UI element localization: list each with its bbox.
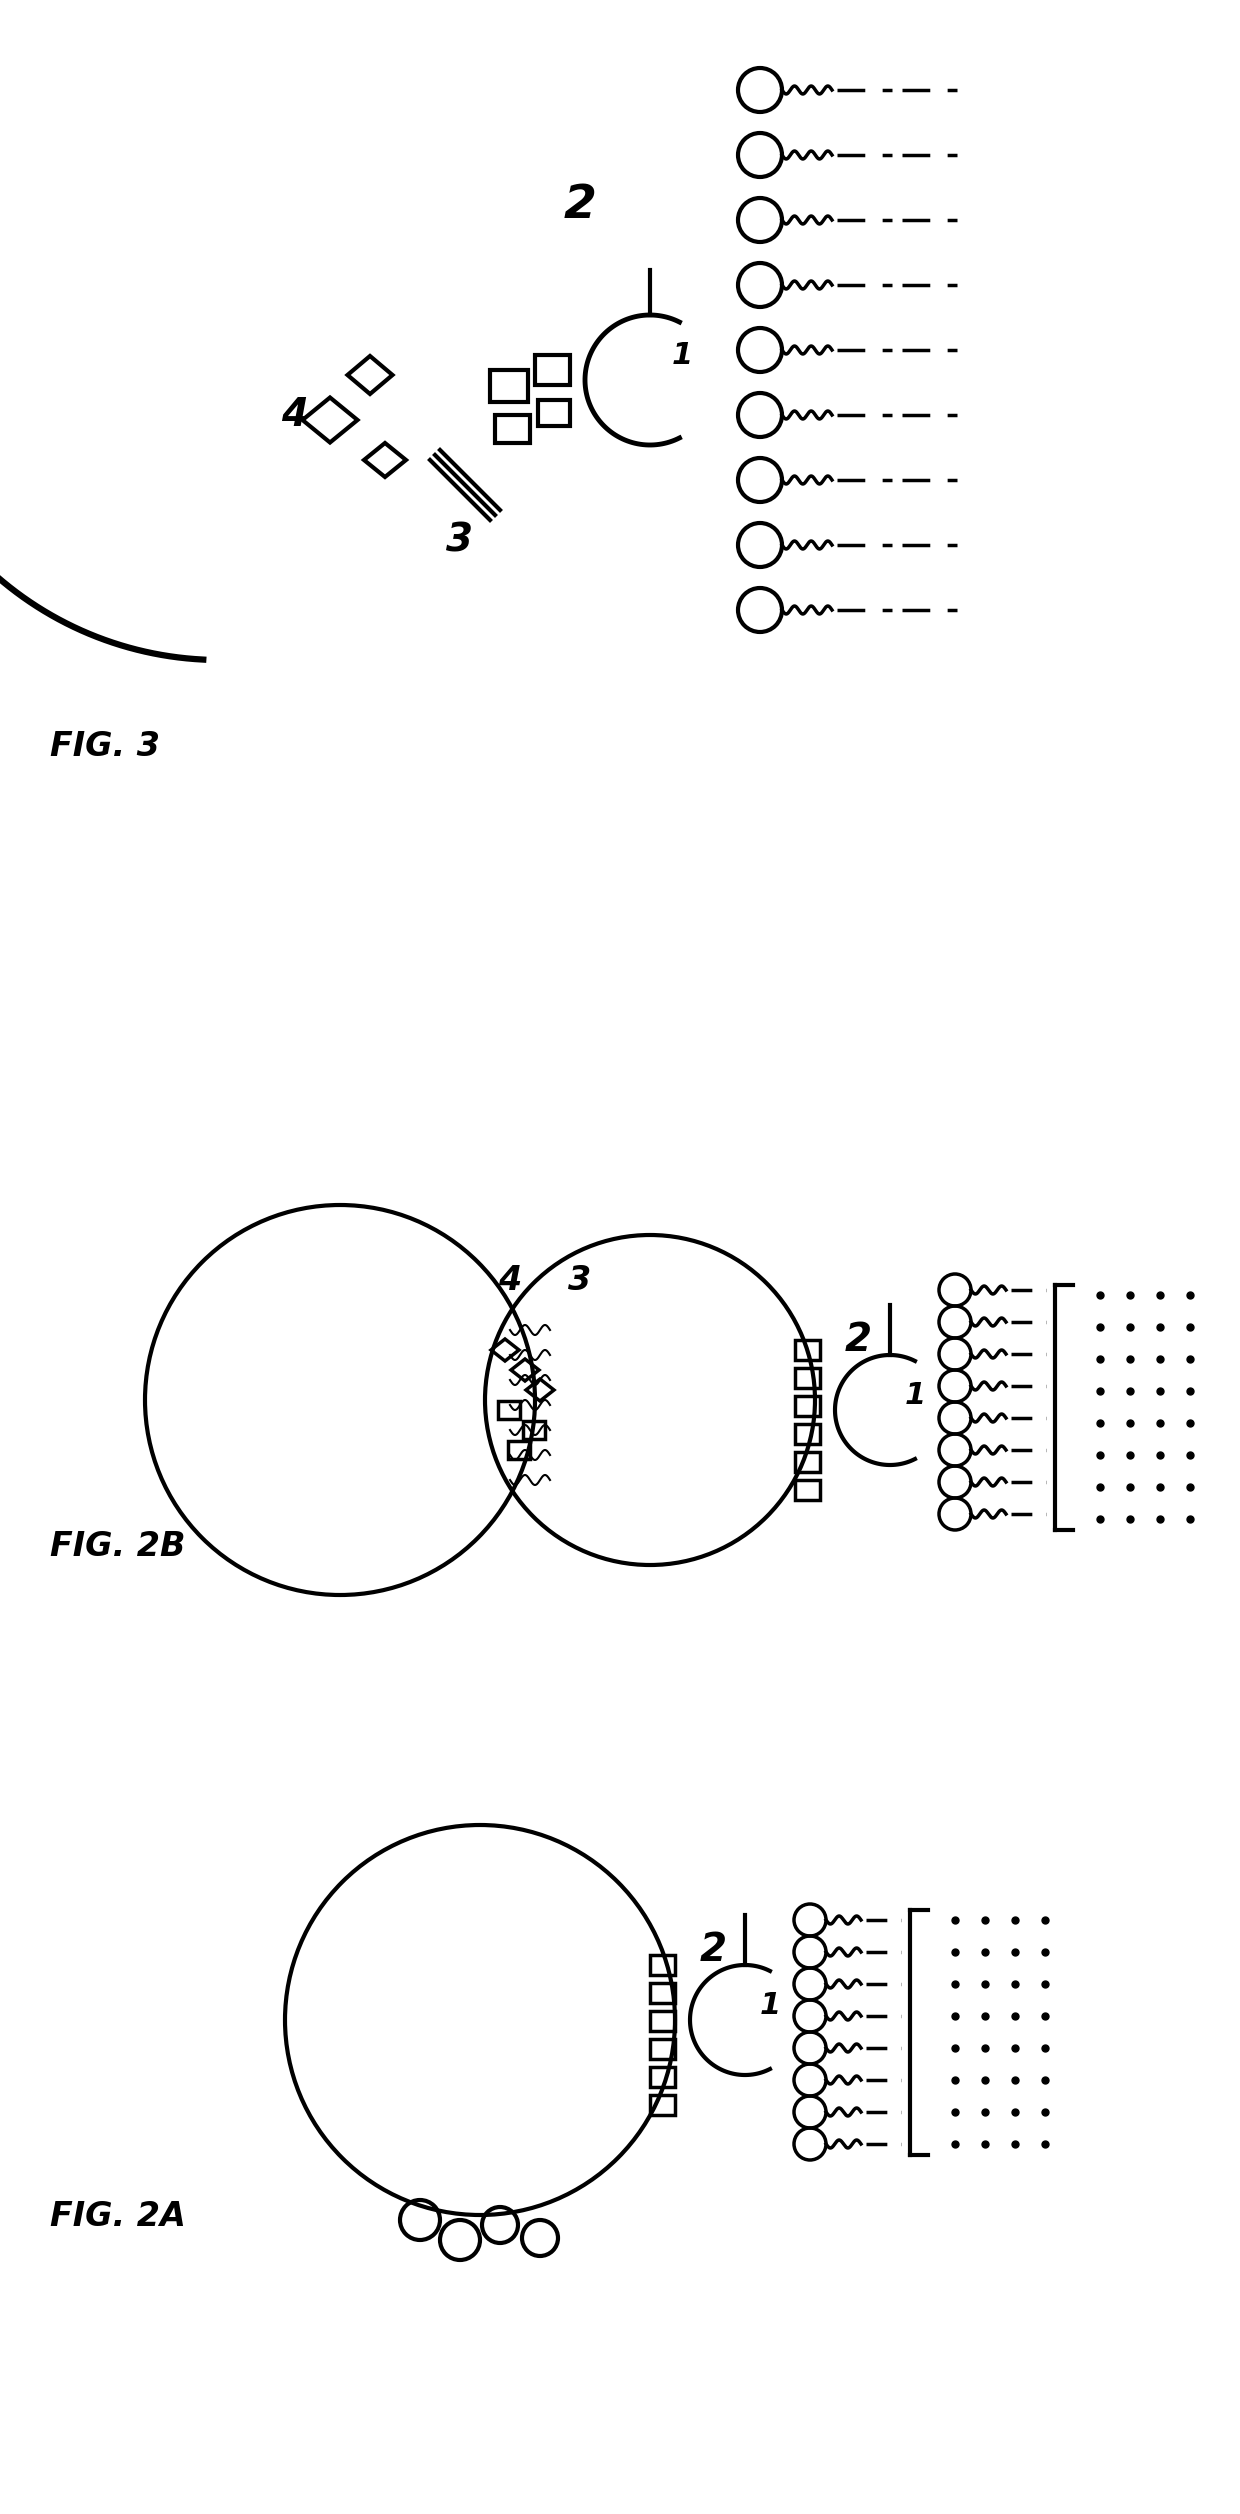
Text: 1: 1	[905, 1380, 926, 1410]
Text: FIG. 3: FIG. 3	[50, 729, 160, 764]
Bar	[490, 370, 528, 402]
Bar	[534, 354, 570, 385]
Text: 3: 3	[568, 1265, 591, 1297]
Bar	[508, 1441, 529, 1458]
Bar	[795, 1423, 820, 1443]
Text: FIG. 2A: FIG. 2A	[50, 2200, 186, 2232]
Bar	[795, 1340, 820, 1360]
Text: 2: 2	[563, 184, 596, 226]
Bar	[795, 1368, 820, 1388]
Bar	[650, 1956, 675, 1976]
Bar	[495, 415, 529, 442]
Bar	[650, 2011, 675, 2031]
Text: 4: 4	[281, 397, 309, 435]
Bar	[795, 1453, 820, 1473]
Text: 1: 1	[760, 1991, 781, 2019]
Text: 1: 1	[672, 339, 693, 370]
Bar	[498, 1400, 520, 1418]
Text: 2: 2	[701, 1931, 727, 1968]
Bar	[523, 1420, 546, 1438]
Bar	[538, 400, 570, 425]
Text: FIG. 2B: FIG. 2B	[50, 1531, 186, 1564]
Text: 3: 3	[446, 520, 474, 558]
Text: 4: 4	[498, 1265, 522, 1297]
Bar	[650, 2067, 675, 2087]
Bar	[650, 2094, 675, 2114]
Bar	[795, 1481, 820, 1501]
Bar	[650, 2039, 675, 2059]
Text: 2: 2	[844, 1320, 872, 1360]
Bar	[795, 1395, 820, 1415]
Bar	[650, 1984, 675, 2004]
